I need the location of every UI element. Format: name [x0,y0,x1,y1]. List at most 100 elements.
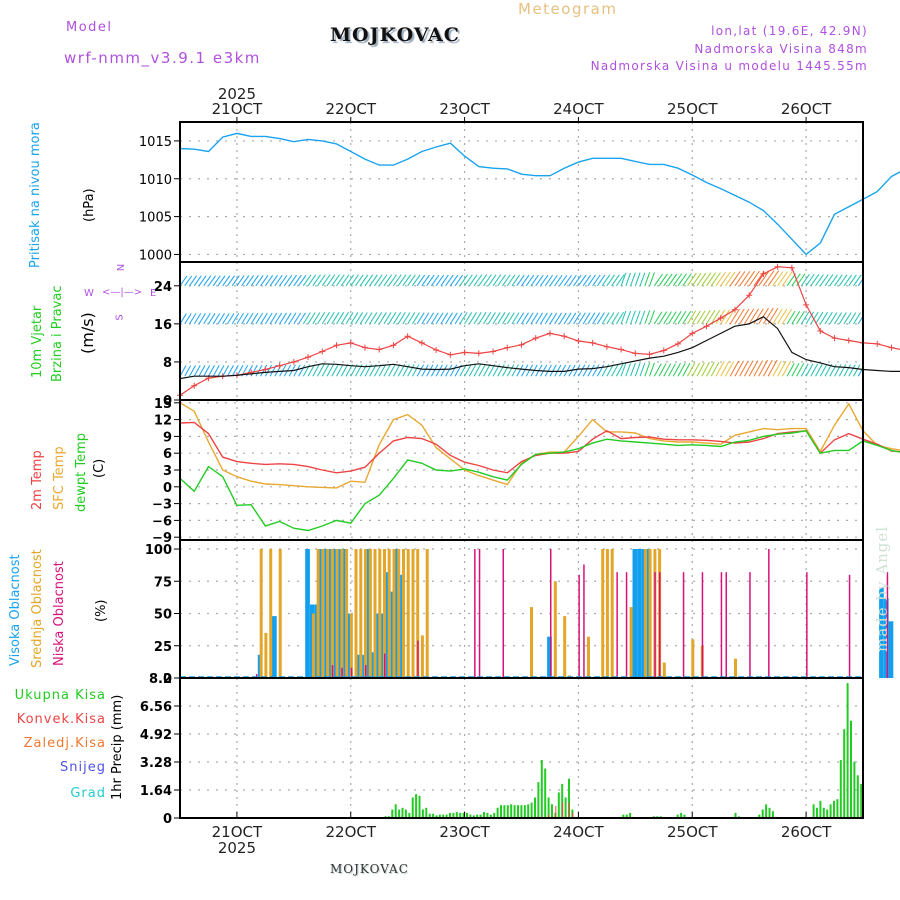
wind-arrow [198,275,207,287]
wind-arrow [364,274,374,287]
wind-arrow [805,311,814,325]
wind-arrow [426,312,435,325]
wind-arrow [786,273,797,287]
wind-arrow [838,274,848,287]
wind-arrow [734,308,745,325]
precip-total-bar [510,804,513,818]
wind-arrow [345,364,353,377]
wind-gust-marker [333,342,340,349]
wind-arrow [848,364,856,377]
precip-total-bar [401,807,404,818]
top-year-label: 2025 [218,85,256,103]
y-tick-label: 9 [163,430,172,445]
wind-arrow [573,312,582,325]
wind-speed-line [179,315,900,380]
cloud-low-bar [616,572,618,678]
wind-gust-marker [290,358,297,365]
cloud-low-bar [331,665,334,678]
precip-total-bar [421,809,424,818]
wind-arrow [340,364,349,377]
wind-gust-marker [433,347,440,354]
wind-arrow [426,274,435,287]
wind-arrow [468,312,477,325]
wind-arrow [180,275,188,287]
wind-arrow [359,274,369,287]
precip-total-bar [758,814,761,818]
wind-arrow [212,275,221,287]
panel-frame [179,539,864,679]
wind-arrow [521,364,529,377]
wind-arrow [658,363,667,377]
wind-arrow [625,272,631,286]
wind-arrow [696,310,706,325]
wind-arrow [734,360,744,377]
precip-total-bar [517,805,519,818]
elevation-label: Nadmorska Visina 848m [694,42,868,56]
wind-arrow [426,364,434,377]
wind-arrow [753,360,763,377]
wind-arrow [208,365,215,377]
wind-gust-marker [675,340,682,347]
wind-arrow [592,364,600,377]
precip-total-bar [846,683,849,818]
wind-arrow [687,310,697,325]
cloud-low-bar [583,564,585,678]
wind-arrow [587,312,596,325]
wind-arrow [245,312,254,325]
top-day-label: 26OCT [781,100,832,118]
wind-gust-marker [746,292,753,299]
wind-gust-marker [262,366,269,373]
bottom-day-label: 25OCT [667,823,718,841]
wind-arrow [487,274,497,287]
cloud-high-bar [547,636,552,678]
wind-arrow [369,312,378,325]
wind-arrow [805,273,815,287]
wind-gust-marker [276,362,283,369]
wind-arrow [478,312,487,325]
precip-total-bar [479,814,482,818]
compass-west-label: W [84,288,94,299]
wind-arrow [658,273,668,287]
cloud-high-bar [883,598,889,678]
wind-arrow [307,274,317,287]
precip-total-bar [493,812,496,818]
cloud-mid-bar [425,549,429,678]
wind-arrow [781,308,792,325]
precip-total-bar [836,799,839,818]
wind-arrow [279,274,288,287]
wind-arrow [843,274,853,287]
precip-convective-bar [572,812,574,818]
cloud-low-bar [654,572,656,678]
wind-arrow [345,274,355,287]
wind-arrow [412,274,421,287]
wind-arrow [781,360,792,377]
wind-arrow [521,274,530,287]
wind-arrow [815,274,824,287]
wind-arrow [255,312,264,325]
wind-arrow [516,312,525,325]
wind-arrow [824,311,833,325]
wind-arrow [853,312,861,325]
wind-arrow [786,362,795,377]
wind-arrow [691,310,701,325]
wind-gust-marker [490,348,497,355]
wind-arrow [473,364,482,377]
wind-arrow [682,273,692,287]
wind-arrow [725,309,735,325]
wind-arrow [544,312,553,325]
wind-arrow [421,312,430,325]
wind-arrow [582,312,591,325]
wind-arrow [288,274,297,287]
precip-total-bar [438,814,441,818]
precip-total-bar [843,729,846,818]
wind-arrow [540,312,548,325]
wind-arrow [587,364,595,377]
y-tick-label: −6 [152,514,172,529]
wind-arrow [312,364,320,377]
y-tick-label: 50 [154,608,172,623]
wind-gust-marker [717,315,724,322]
wind-arrow [464,312,473,325]
precip-total-bar [394,804,397,818]
wind-arrow [653,273,663,287]
wind-arrow [459,274,468,287]
